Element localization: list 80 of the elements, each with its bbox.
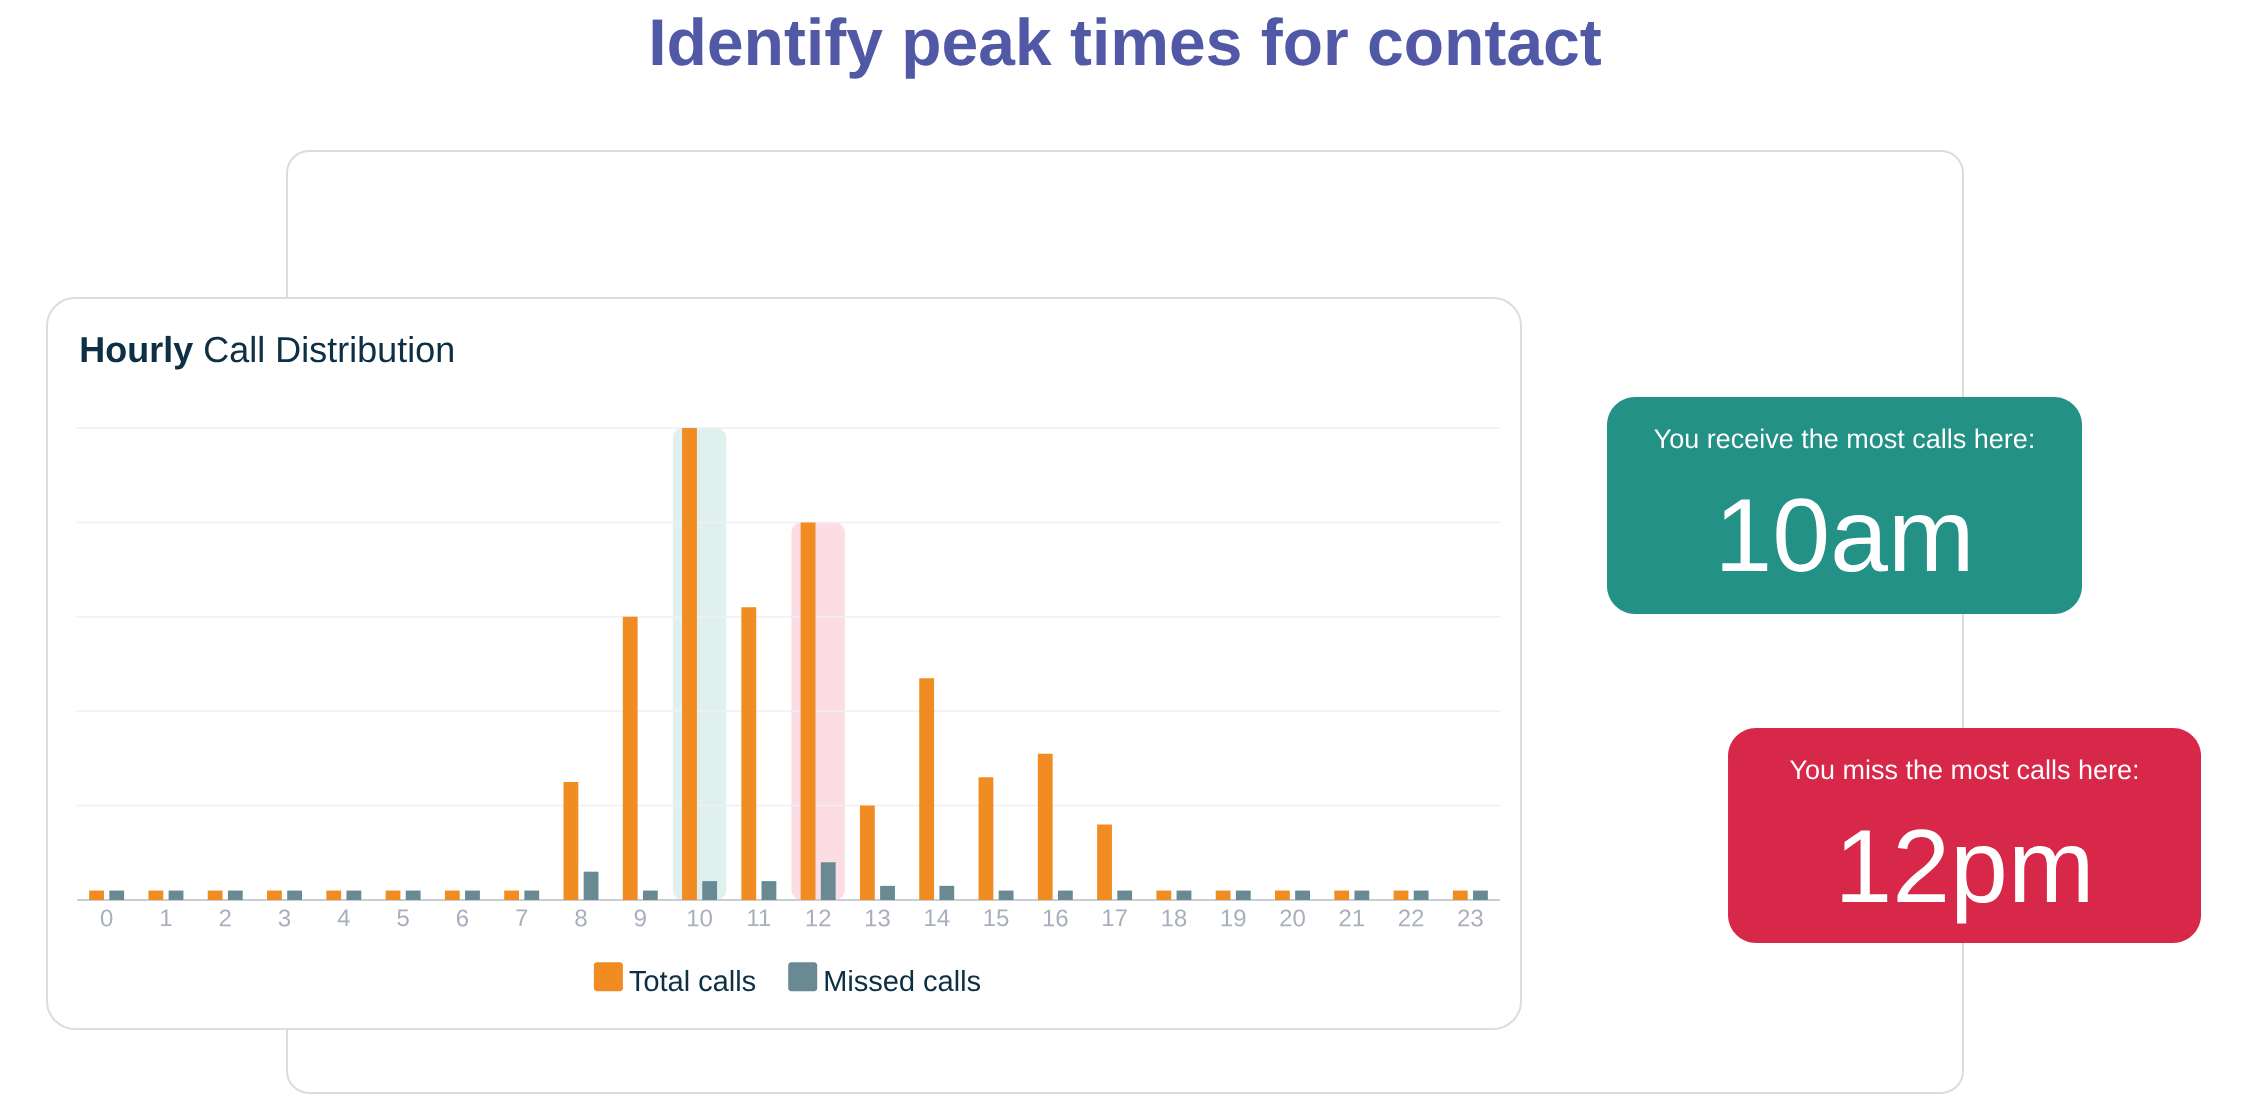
bar <box>1334 890 1350 900</box>
bar <box>1215 890 1231 900</box>
bar <box>1354 890 1370 900</box>
bar <box>524 890 540 900</box>
x-tick-label: 4 <box>337 909 350 927</box>
chart-title: Identify peak times for contact <box>652 17 1601 79</box>
bar <box>1275 890 1290 900</box>
bar <box>1176 890 1192 900</box>
bar <box>1452 890 1468 900</box>
bar <box>1156 890 1172 900</box>
bar <box>761 881 777 900</box>
bar <box>800 522 816 900</box>
bar <box>1097 824 1112 900</box>
bar <box>583 871 599 900</box>
bar <box>109 890 125 900</box>
bar <box>227 890 243 900</box>
x-tick-label: 14 <box>925 909 950 927</box>
x-tick-label: 7 <box>516 909 528 927</box>
x-tick-label: 2 <box>219 909 231 927</box>
bar <box>978 777 994 900</box>
x-tick-label: 10 <box>688 909 712 927</box>
bar <box>385 890 401 900</box>
bar <box>444 890 460 900</box>
x-tick-label: 11 <box>748 909 771 927</box>
bar <box>880 885 895 900</box>
bar <box>1473 890 1488 900</box>
bar <box>326 890 342 900</box>
x-tick-label: 19 <box>1221 909 1246 927</box>
bar <box>563 782 579 900</box>
x-tick-label: 13 <box>865 909 890 927</box>
bar <box>405 890 421 900</box>
chart-subtitle: Hourly Call Distribution <box>81 335 453 370</box>
x-tick-label: 8 <box>575 909 587 927</box>
x-tick-label: 9 <box>634 909 646 927</box>
bar <box>919 678 935 900</box>
x-tick-label: 18 <box>1162 909 1187 927</box>
bar <box>168 890 184 900</box>
bar <box>287 890 303 900</box>
bar <box>1037 753 1053 900</box>
bar <box>465 890 480 900</box>
bar <box>1117 890 1133 900</box>
legend-label: Total calls <box>629 969 756 992</box>
bar <box>207 890 223 900</box>
bar <box>1413 890 1429 900</box>
x-tick-label: 22 <box>1398 909 1424 927</box>
x-tick-label: 5 <box>397 909 409 927</box>
legend-label: Missed calls <box>825 969 981 992</box>
x-tick-label: 1 <box>161 909 172 927</box>
x-tick-label: 3 <box>278 909 291 927</box>
text: 10am <box>1722 498 1968 573</box>
x-tick-label: 20 <box>1280 909 1305 927</box>
bar <box>642 890 658 900</box>
x-tick-label: 12 <box>806 909 831 927</box>
x-tick-label: 15 <box>984 909 1009 927</box>
bar <box>1393 890 1409 900</box>
x-tick-label: 16 <box>1043 909 1068 927</box>
bar <box>859 805 875 900</box>
bar <box>89 890 104 900</box>
bar <box>1235 890 1251 900</box>
bar <box>741 607 757 900</box>
bar <box>682 427 697 900</box>
bar <box>702 881 718 900</box>
x-tick-label: 6 <box>456 909 469 927</box>
x-tick-label: 17 <box>1103 909 1127 927</box>
bar <box>622 616 638 900</box>
x-tick-label: 21 <box>1339 909 1364 927</box>
bar <box>1057 890 1073 900</box>
text: 12pm <box>1842 829 2088 924</box>
bar <box>148 890 164 900</box>
bar <box>939 885 955 900</box>
text: You receive the most calls here: <box>1654 428 2033 449</box>
bar <box>504 890 520 900</box>
text: You miss the most calls here: <box>1790 759 2138 780</box>
bar <box>346 890 362 900</box>
x-tick-label: 23 <box>1458 909 1483 927</box>
bar <box>998 890 1014 900</box>
x-tick-label: 0 <box>100 909 113 927</box>
bar <box>267 890 282 900</box>
bar <box>1295 890 1310 900</box>
bar <box>820 862 836 900</box>
